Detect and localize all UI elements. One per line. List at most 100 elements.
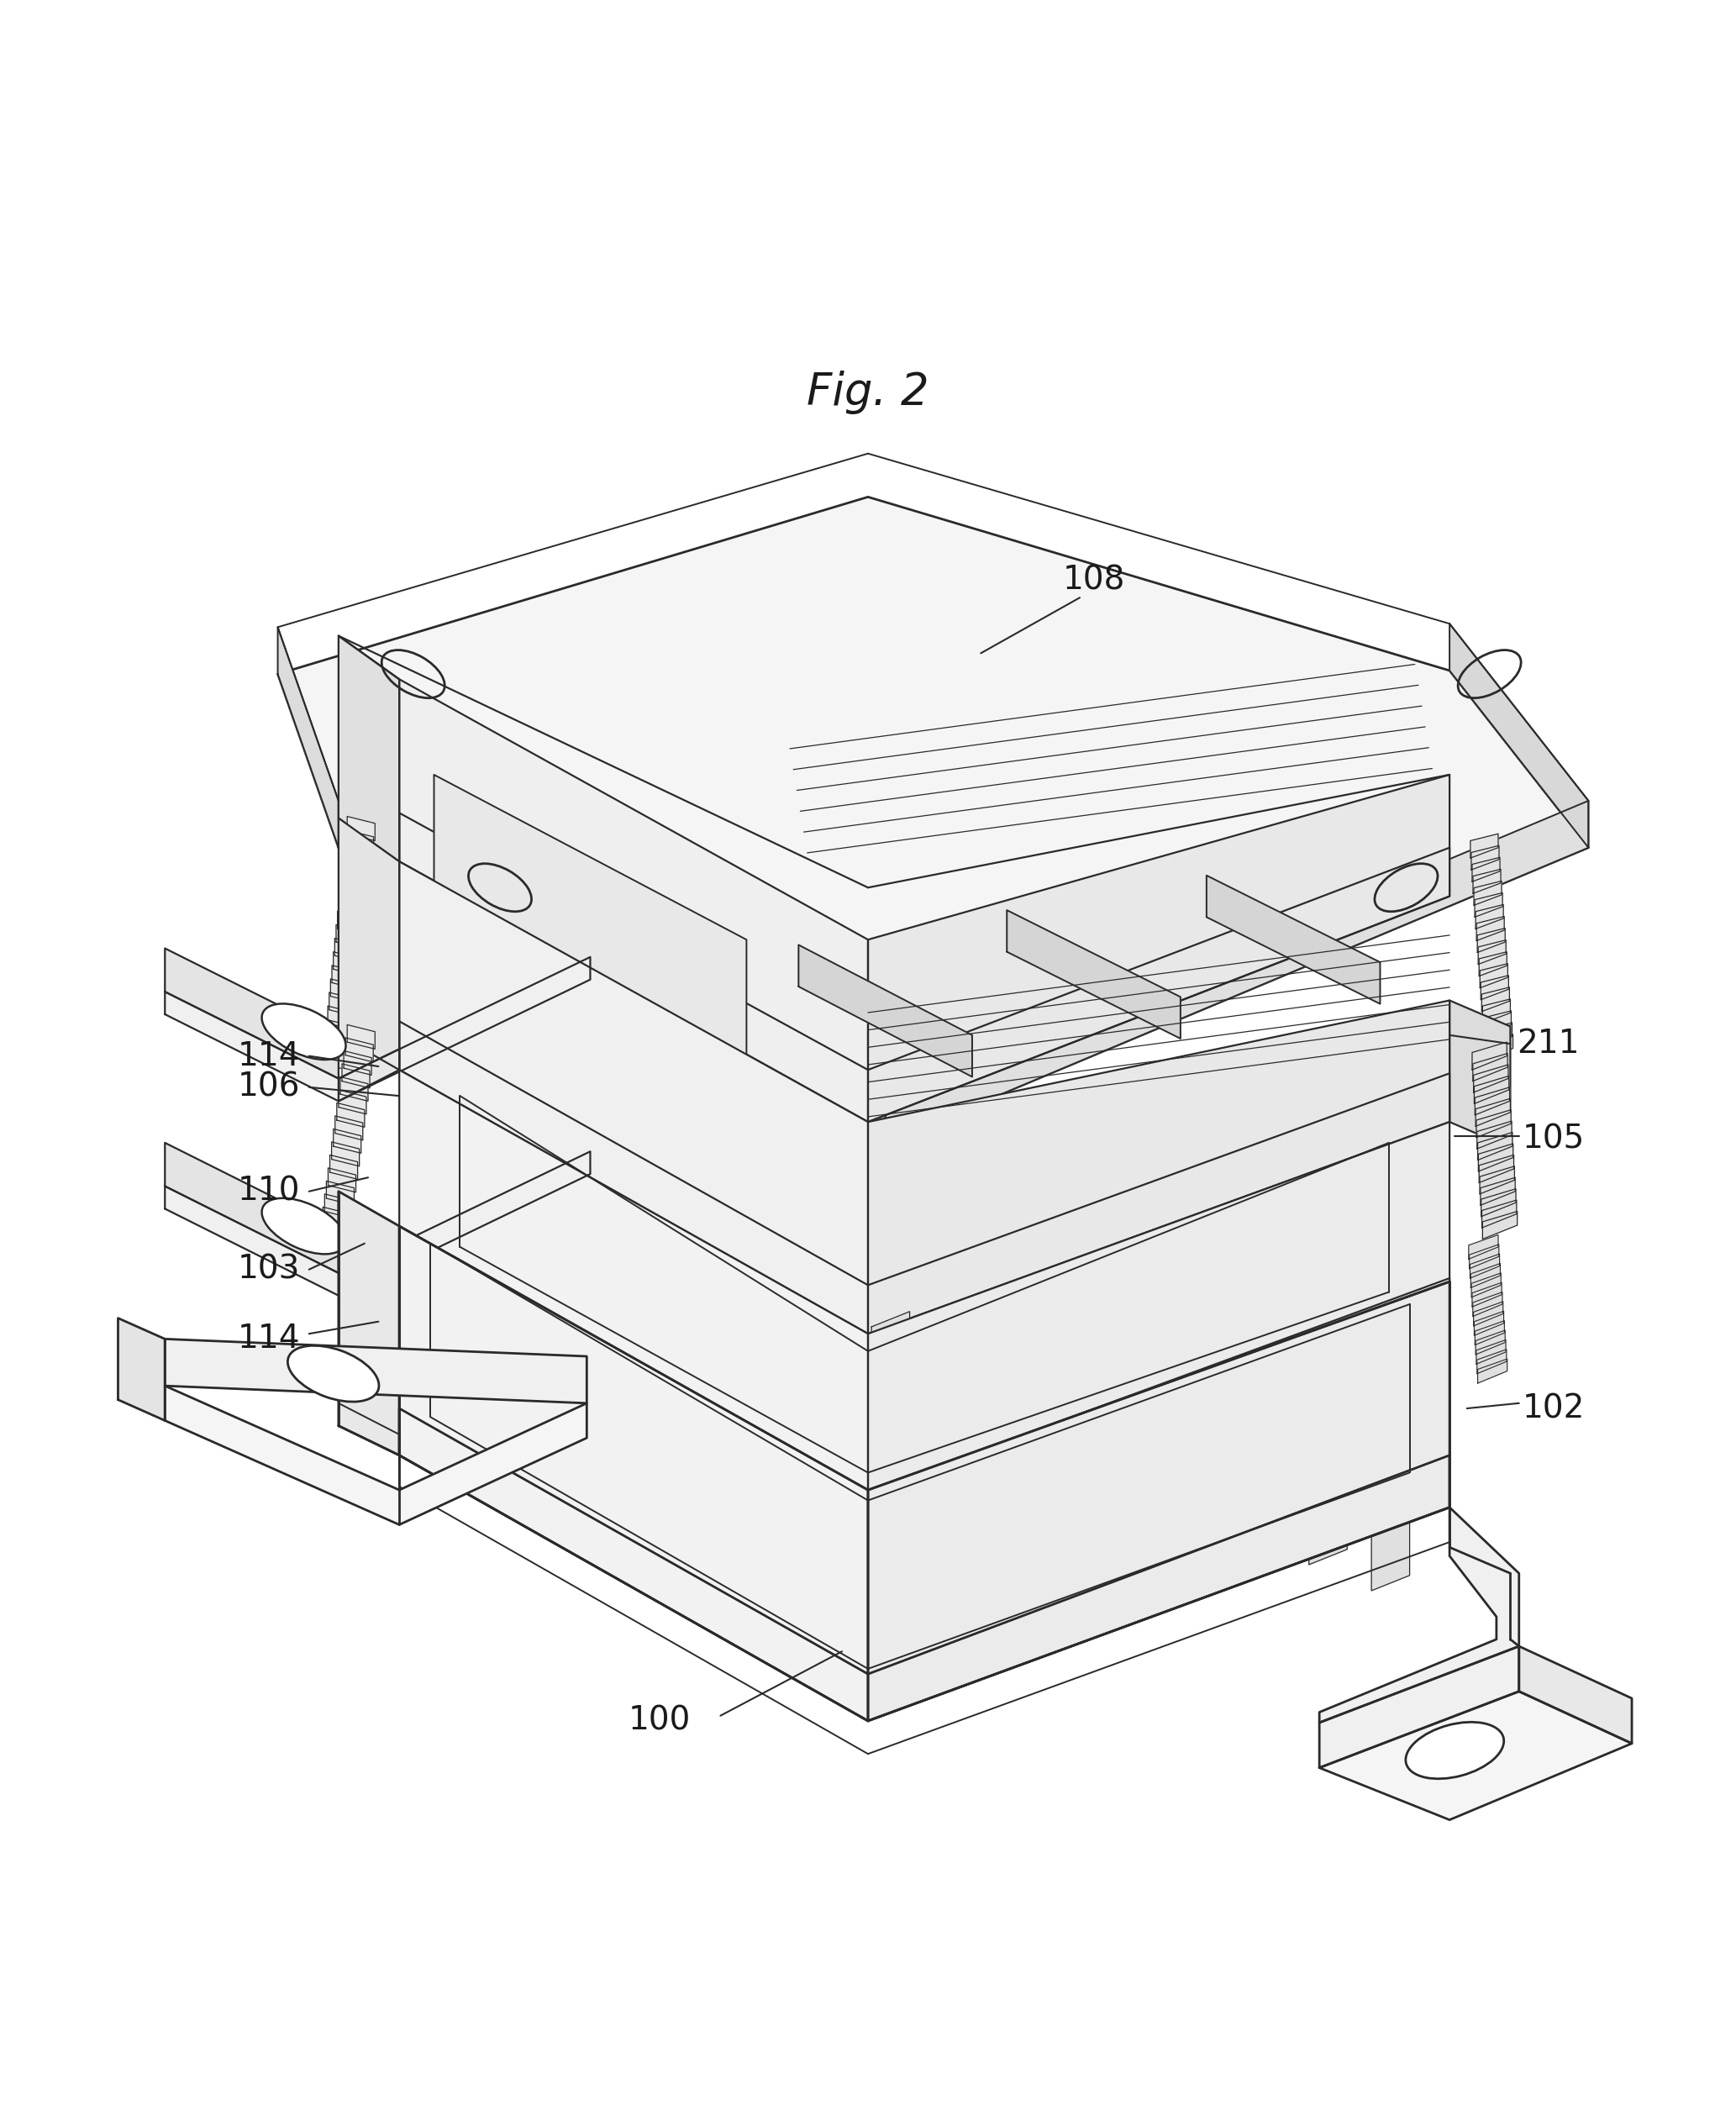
Polygon shape bbox=[328, 1006, 356, 1029]
Polygon shape bbox=[345, 1038, 373, 1063]
Polygon shape bbox=[328, 1168, 356, 1191]
Text: 114: 114 bbox=[238, 1040, 300, 1071]
Polygon shape bbox=[340, 884, 368, 909]
Polygon shape bbox=[330, 1156, 358, 1179]
Polygon shape bbox=[1477, 1349, 1507, 1375]
Polygon shape bbox=[344, 857, 372, 882]
Polygon shape bbox=[996, 1364, 1035, 1434]
Polygon shape bbox=[347, 817, 375, 840]
Polygon shape bbox=[868, 1282, 1450, 1722]
Polygon shape bbox=[1476, 1330, 1505, 1356]
Polygon shape bbox=[1469, 1244, 1498, 1269]
Text: 105: 105 bbox=[1522, 1124, 1585, 1156]
Polygon shape bbox=[339, 819, 399, 1069]
Polygon shape bbox=[342, 1324, 366, 1345]
Polygon shape bbox=[1483, 987, 1510, 1013]
Polygon shape bbox=[1519, 1646, 1632, 1743]
Polygon shape bbox=[1450, 623, 1588, 848]
Polygon shape bbox=[1479, 951, 1507, 977]
Polygon shape bbox=[344, 844, 372, 867]
Polygon shape bbox=[1474, 1076, 1509, 1103]
Polygon shape bbox=[1483, 1200, 1517, 1227]
Polygon shape bbox=[333, 1128, 361, 1154]
Text: 100: 100 bbox=[628, 1705, 691, 1737]
Text: 103: 103 bbox=[238, 1255, 300, 1286]
Polygon shape bbox=[1476, 1109, 1510, 1137]
Ellipse shape bbox=[262, 1004, 345, 1059]
Polygon shape bbox=[165, 1339, 587, 1404]
Text: 102: 102 bbox=[1522, 1391, 1585, 1425]
Polygon shape bbox=[1481, 1189, 1516, 1217]
Polygon shape bbox=[1483, 1010, 1510, 1036]
Polygon shape bbox=[345, 1305, 370, 1324]
Polygon shape bbox=[347, 1295, 372, 1316]
Polygon shape bbox=[323, 1206, 351, 1231]
Polygon shape bbox=[278, 497, 1588, 1143]
Polygon shape bbox=[330, 979, 358, 1004]
Polygon shape bbox=[1479, 1166, 1514, 1194]
Polygon shape bbox=[868, 775, 1450, 1122]
Polygon shape bbox=[340, 1078, 368, 1101]
Text: 110: 110 bbox=[238, 1175, 300, 1208]
Polygon shape bbox=[1472, 1292, 1502, 1316]
Polygon shape bbox=[339, 1191, 399, 1265]
Polygon shape bbox=[347, 1284, 372, 1305]
Polygon shape bbox=[399, 680, 868, 1122]
Polygon shape bbox=[339, 1191, 399, 1455]
Polygon shape bbox=[399, 1225, 868, 1722]
Polygon shape bbox=[165, 1143, 339, 1274]
Polygon shape bbox=[1371, 1520, 1410, 1591]
Polygon shape bbox=[1184, 1442, 1222, 1513]
Polygon shape bbox=[345, 829, 373, 855]
Polygon shape bbox=[323, 1046, 351, 1071]
Polygon shape bbox=[1319, 1692, 1632, 1821]
Polygon shape bbox=[339, 1048, 399, 1101]
Polygon shape bbox=[1319, 1507, 1519, 1722]
Polygon shape bbox=[1470, 1255, 1500, 1278]
Polygon shape bbox=[868, 1122, 1450, 1492]
Polygon shape bbox=[1472, 857, 1500, 882]
Polygon shape bbox=[337, 1103, 365, 1126]
Polygon shape bbox=[1472, 846, 1498, 869]
Polygon shape bbox=[1469, 1236, 1498, 1259]
Polygon shape bbox=[347, 1025, 375, 1048]
Polygon shape bbox=[1483, 1000, 1510, 1023]
Text: 106: 106 bbox=[238, 1071, 300, 1103]
Polygon shape bbox=[1472, 1052, 1507, 1082]
Polygon shape bbox=[1470, 834, 1498, 859]
Polygon shape bbox=[434, 775, 746, 1057]
Polygon shape bbox=[1207, 876, 1380, 1004]
Polygon shape bbox=[344, 1316, 368, 1335]
Polygon shape bbox=[1477, 1360, 1507, 1383]
Polygon shape bbox=[337, 924, 365, 949]
Polygon shape bbox=[1484, 1034, 1512, 1059]
Polygon shape bbox=[165, 1385, 587, 1524]
Polygon shape bbox=[1476, 916, 1503, 941]
Polygon shape bbox=[339, 1090, 366, 1114]
Polygon shape bbox=[399, 1021, 1450, 1335]
Polygon shape bbox=[352, 1252, 377, 1274]
Polygon shape bbox=[934, 1337, 972, 1408]
Polygon shape bbox=[1472, 1042, 1507, 1069]
Polygon shape bbox=[335, 939, 363, 962]
Polygon shape bbox=[1477, 928, 1505, 951]
Polygon shape bbox=[165, 949, 339, 1078]
Polygon shape bbox=[1474, 893, 1502, 918]
Polygon shape bbox=[326, 1181, 354, 1206]
Polygon shape bbox=[1474, 882, 1502, 905]
Polygon shape bbox=[1474, 1301, 1503, 1326]
Polygon shape bbox=[1472, 1282, 1502, 1307]
Polygon shape bbox=[1472, 1274, 1502, 1297]
Polygon shape bbox=[339, 897, 366, 922]
Polygon shape bbox=[1319, 1646, 1519, 1768]
Polygon shape bbox=[1479, 964, 1507, 987]
Polygon shape bbox=[1476, 1086, 1510, 1116]
Polygon shape bbox=[885, 800, 1588, 1143]
Polygon shape bbox=[340, 1335, 365, 1356]
Polygon shape bbox=[1007, 909, 1180, 1038]
Polygon shape bbox=[335, 1116, 363, 1141]
Polygon shape bbox=[342, 871, 370, 895]
Polygon shape bbox=[337, 911, 365, 935]
Polygon shape bbox=[1479, 1143, 1514, 1170]
Polygon shape bbox=[399, 1069, 868, 1492]
